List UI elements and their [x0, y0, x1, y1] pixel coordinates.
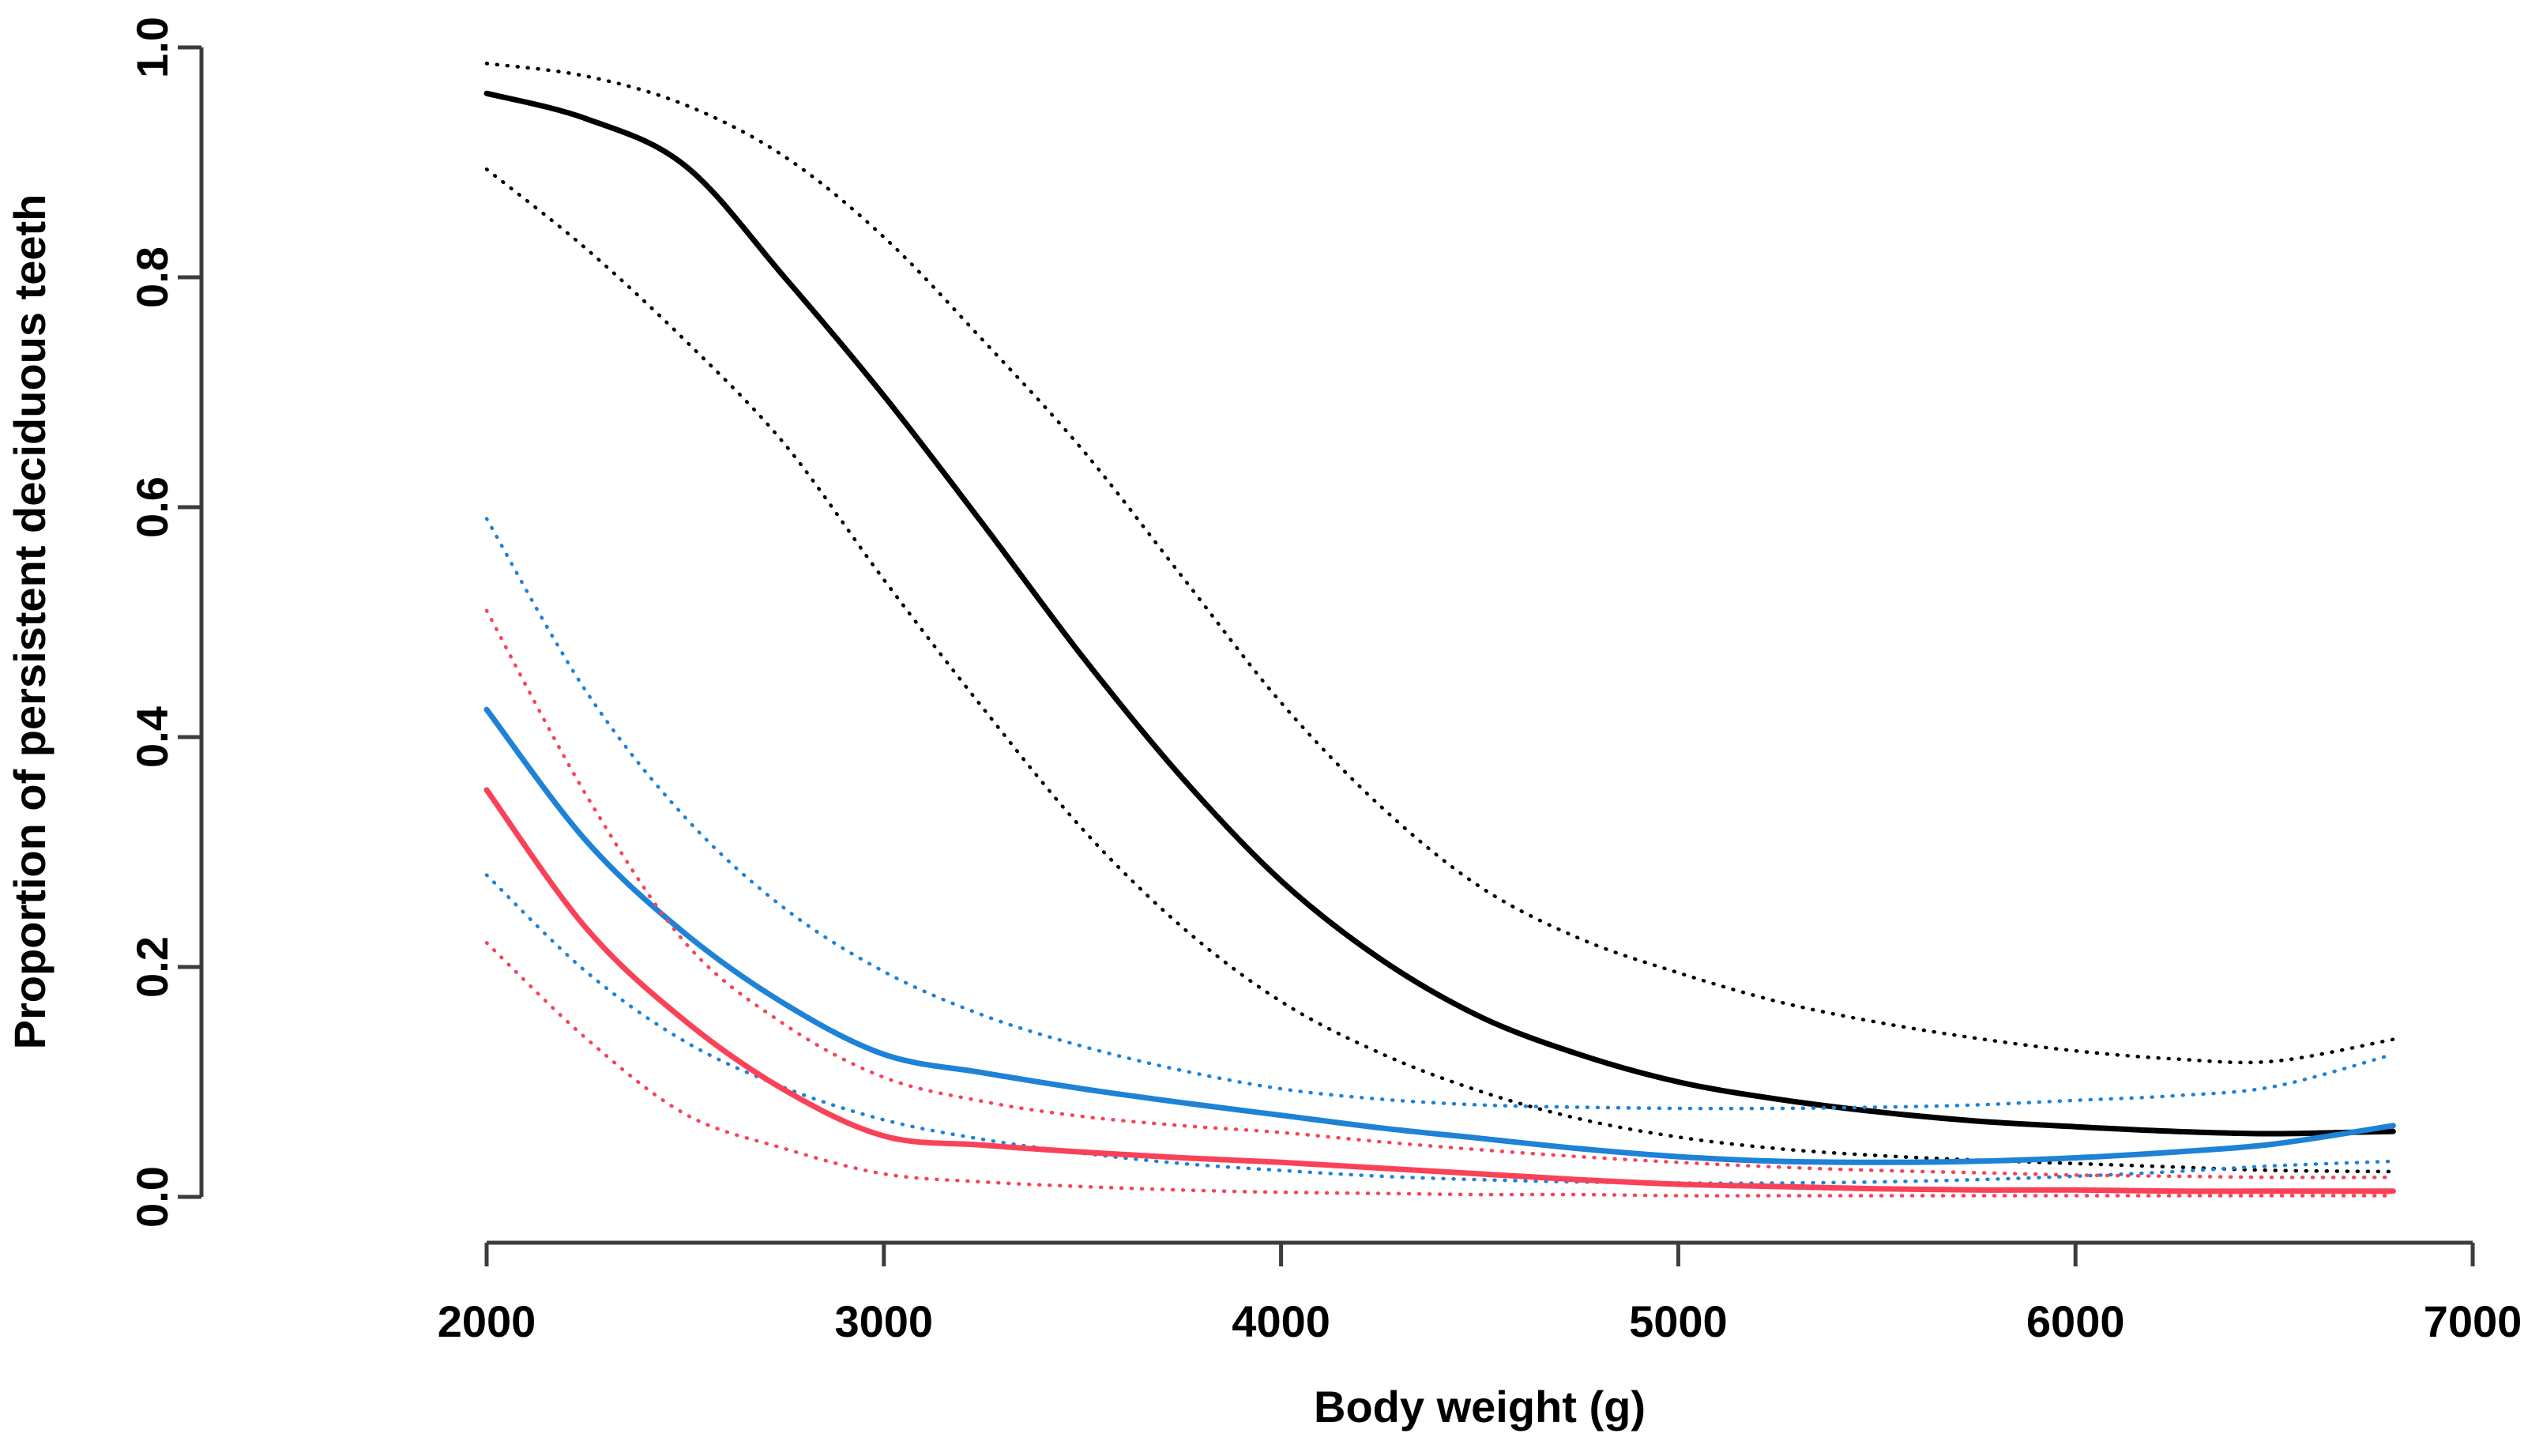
x-tick-label-2000: 2000 [438, 1296, 536, 1346]
y-axis-title: Proportion of persistent deciduous teeth [5, 194, 55, 1050]
y-tick-label-1.0: 1.0 [127, 17, 177, 78]
curve-red-upper-ci [484, 608, 2395, 1179]
y-tick-label-0.8: 0.8 [127, 246, 177, 308]
axes-layer: 0.0 0.2 0.4 0.6 0.8 1.0 2000 3000 4000 5000 6000 70… [127, 17, 2522, 1346]
y-tick-label-0.2: 0.2 [127, 936, 177, 998]
curve-red-fit [483, 787, 2396, 1195]
y-tick-label-0.4: 0.4 [127, 706, 177, 768]
y-tick-label-0.6: 0.6 [127, 476, 177, 538]
x-tick-label-6000: 6000 [2026, 1296, 2125, 1346]
curve-black-lower-ci [484, 167, 2395, 1174]
curve-blue-upper-ci [484, 517, 2395, 1111]
curve-black-upper-ci [484, 62, 2395, 1065]
x-tick-label-5000: 5000 [1629, 1296, 1728, 1346]
x-tick-label-3000: 3000 [835, 1296, 934, 1346]
series-layer [483, 62, 2396, 1198]
x-axis-title: Body weight (g) [1314, 1382, 1646, 1432]
curve-black-fit [483, 90, 2396, 1137]
y-tick-label-0.0: 0.0 [127, 1166, 177, 1228]
x-tick-label-4000: 4000 [1232, 1296, 1330, 1346]
curve-red-lower-ci [484, 941, 2395, 1198]
x-tick-label-7000: 7000 [2424, 1296, 2522, 1346]
curve-blue-fit [483, 706, 2396, 1165]
